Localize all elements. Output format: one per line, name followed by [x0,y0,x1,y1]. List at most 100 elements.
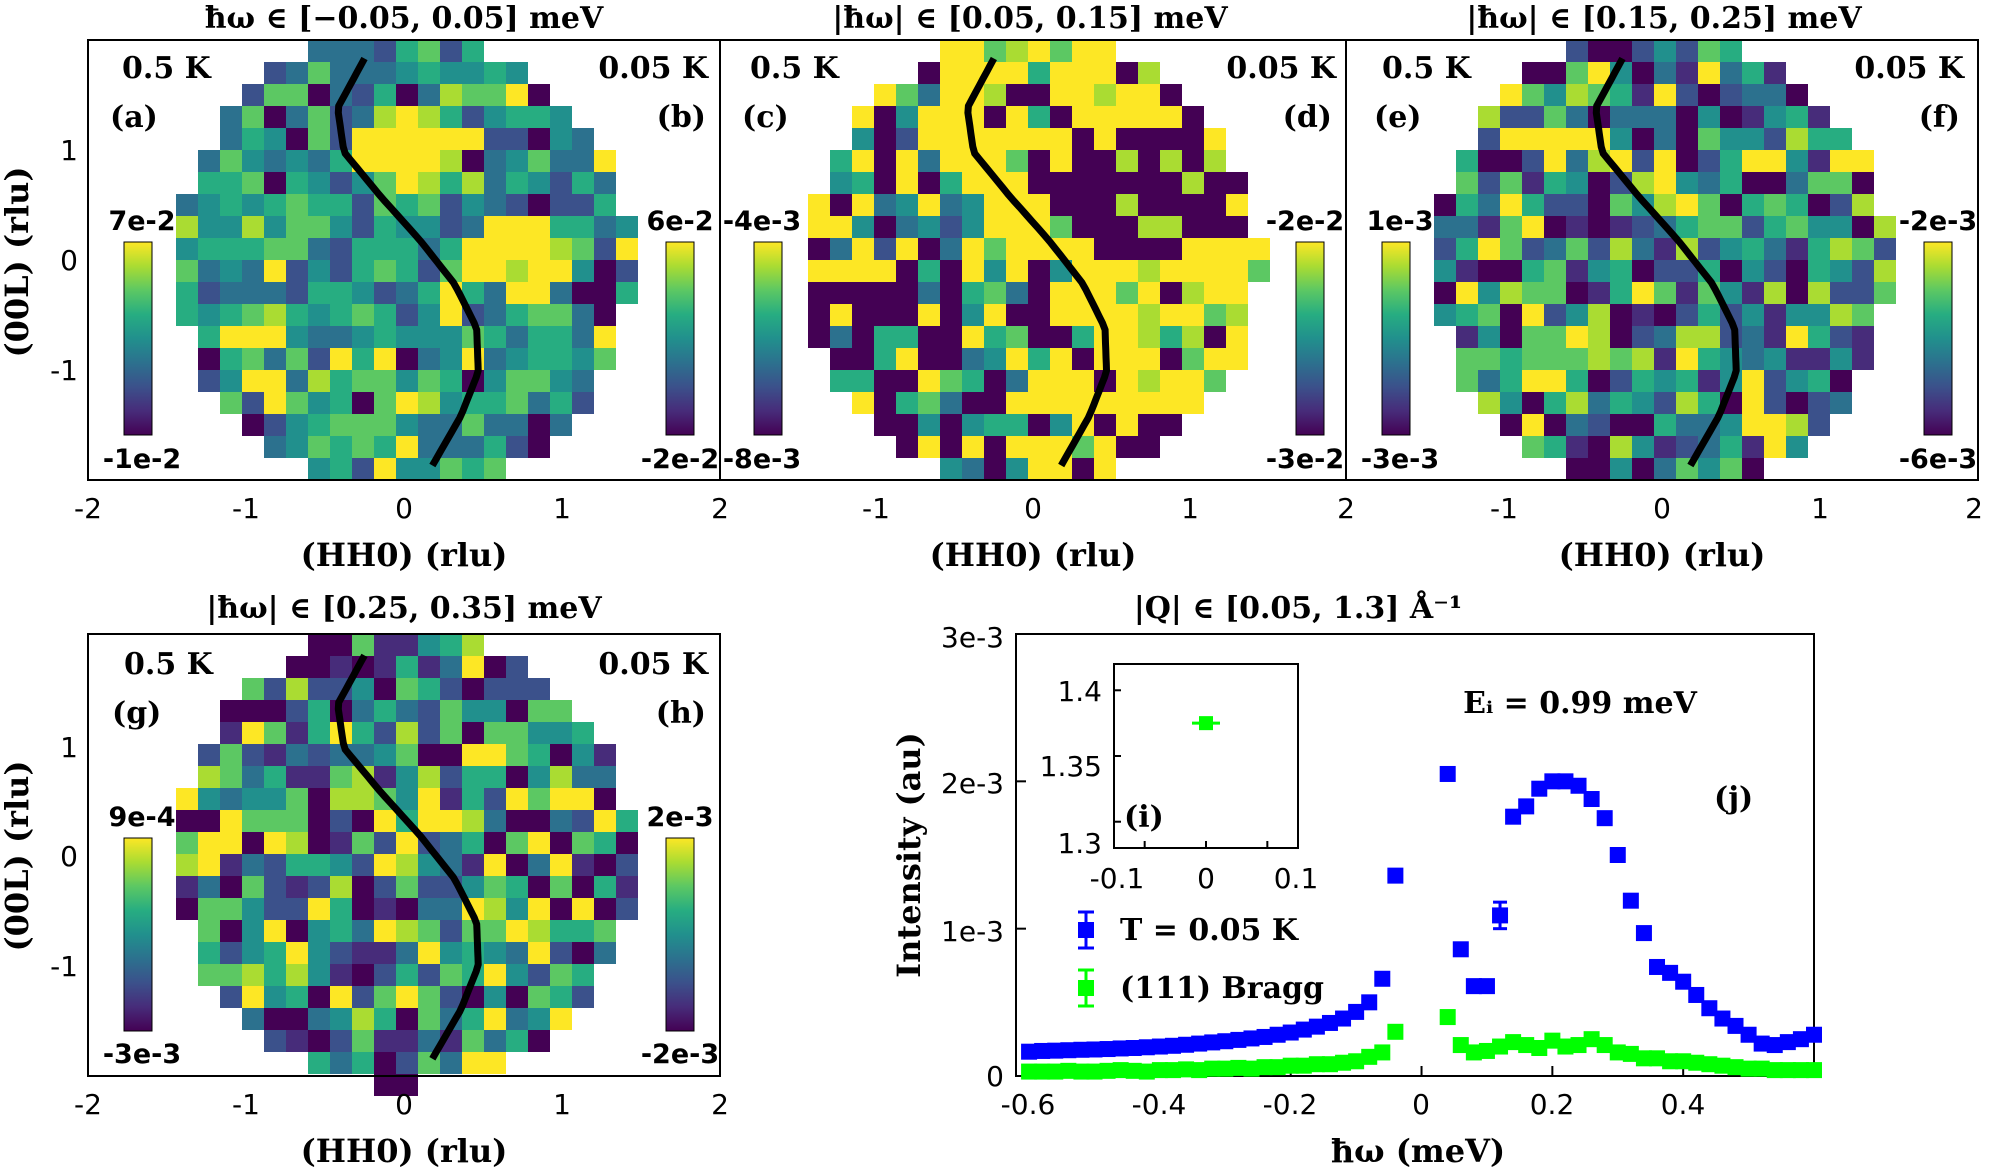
heatmap-cell [1072,150,1094,172]
data-point-green [1544,1032,1561,1049]
heatmap-cell [1006,172,1028,194]
heatmap-cell [852,216,874,238]
heatmap-cell [1786,238,1808,260]
heatmap-cell [1764,260,1786,282]
heatmap-cell [418,744,440,766]
heatmap-cell [462,128,484,150]
heatmap-cell [484,700,506,722]
heatmap-cell [1116,150,1138,172]
heatmap-cell [220,920,242,942]
heatmap-cell [830,282,852,304]
heatmap-cell [550,260,572,282]
heatmap-cell [1632,392,1654,414]
heatmap-cell [1544,282,1566,304]
heatmap-cell [1160,282,1182,304]
heatmap-cell [1522,62,1544,84]
heatmap-cell [1588,194,1610,216]
heatmap-cell [1764,348,1786,370]
heatmap-cell [308,172,330,194]
heatmap-cell [1786,128,1808,150]
heatmap-cell [264,238,286,260]
heatmap-cell [352,260,374,282]
heatmap-cell [462,832,484,854]
heatmap-cell [440,304,462,326]
heatmap-cell [264,810,286,832]
heatmap-cell [852,128,874,150]
heatmap-cell [1786,436,1808,458]
heatmap-cell [220,260,242,282]
heatmap-cell [1116,260,1138,282]
data-point-blue [1635,925,1652,942]
heatmap-cell [242,392,264,414]
heatmap-cell [374,832,396,854]
data-point-blue [1570,777,1587,794]
heatmap-cell [484,898,506,920]
heatmap-cell [330,40,352,62]
heatmap-cell [1478,304,1500,326]
heatmap-cell [940,326,962,348]
x-tick-ab-5: 2 [711,492,729,525]
data-point-blue [1308,1018,1325,1035]
data-point-blue [1151,1038,1168,1055]
heatmap-cell [1632,458,1654,480]
heatmap-cell [1632,216,1654,238]
heatmap-cell [396,1030,418,1052]
heatmap-cell [572,260,594,282]
heatmap-cell [484,744,506,766]
heatmap-cell [176,898,198,920]
heatmap-cell [418,84,440,106]
heatmap-cell [1434,304,1456,326]
heatmap-cell [506,1030,528,1052]
heatmap-cell [462,414,484,436]
heatmap-cell [286,436,308,458]
heatmap-cell [484,392,506,414]
heatmap-cell [418,656,440,678]
chart-panel-label-j: (j) [1714,781,1753,816]
heatmap-cell [1478,106,1500,128]
heatmap-cell [176,216,198,238]
heatmap-cell [506,326,528,348]
heatmap-cell [1094,150,1116,172]
heatmap-cell [352,216,374,238]
heatmap-cell [1698,106,1720,128]
data-point-blue [1583,791,1600,808]
heatmap-cell [1654,260,1676,282]
heatmap-cell [374,964,396,986]
heatmap-cell [374,150,396,172]
heatmap-cell [440,194,462,216]
heatmap-cell [484,238,506,260]
heatmap-cell [374,370,396,392]
data-point-green [1086,1063,1103,1080]
heatmap-cell [352,986,374,1008]
heatmap-cell [286,62,308,84]
heatmap-cell [1456,172,1478,194]
data-point-green [1164,1062,1181,1079]
heatmap-cell [1050,216,1072,238]
heatmap-cell [352,854,374,876]
heatmap-cell [286,348,308,370]
heatmap-cell [1028,348,1050,370]
colorbar-g-max: 9e-4 [108,802,175,833]
heatmap-cell [176,810,198,832]
heatmap-cell [418,216,440,238]
heatmap-cell [418,1030,440,1052]
heatmap-cell [572,150,594,172]
data-point-blue [1779,1034,1796,1051]
heatmap-cell [242,370,264,392]
heatmap-cell [1764,238,1786,260]
heatmap-cell [1588,238,1610,260]
heatmap-cell [484,436,506,458]
heatmap-cell [1588,348,1610,370]
heatmap-cell [1588,172,1610,194]
heatmap-cell [1544,62,1566,84]
heatmap-cell [1632,128,1654,150]
heatmap-cell [1050,128,1072,150]
data-point-green [1766,1062,1783,1079]
heatmap-cell [918,172,940,194]
data-point-green [1465,1044,1482,1061]
heatmap-cell [1566,392,1588,414]
heatmap-cell [918,370,940,392]
heatmap-cell [1742,304,1764,326]
heatmap-cell [1720,128,1742,150]
heatmap-cell [1138,172,1160,194]
